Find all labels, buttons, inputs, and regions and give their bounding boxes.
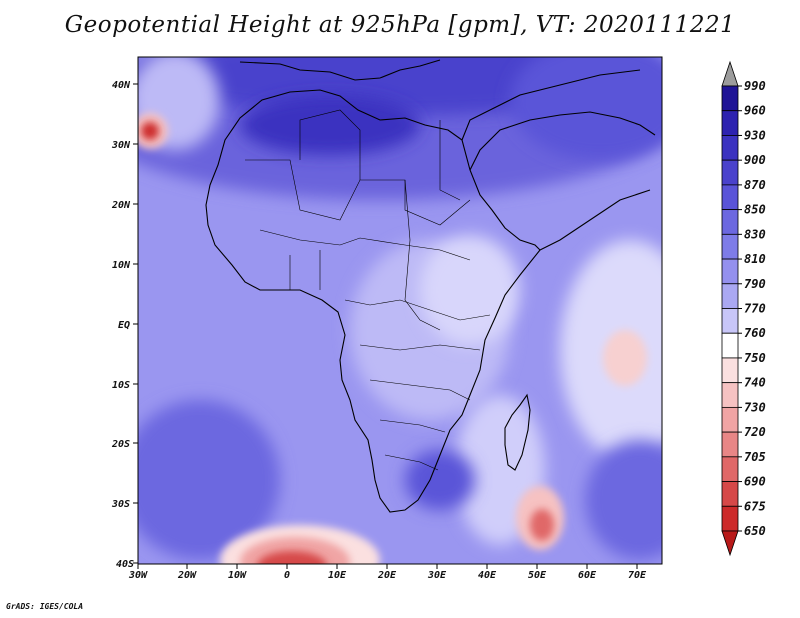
latitude-labels: 40N 30N 20N 10N EQ 10S 20S 30S 40S [111,80,134,570]
geopotential-field [138,57,662,564]
colorbar-level-label: 705 [744,450,766,464]
colorbar-min-arrow [721,530,739,557]
colorbar-level-label: 790 [744,277,766,291]
lat-label: 20S [111,439,130,450]
lon-label: 30E [427,570,447,581]
lon-label: 60E [578,570,597,581]
colorbar-swatch [721,357,739,384]
lon-label: 50E [528,570,547,581]
colorbar-swatch [721,159,739,186]
colorbar-level-label: 930 [744,128,766,142]
colorbar-swatch [721,184,739,211]
colorbar-level-label: 810 [744,252,766,266]
colorbar-swatch [721,233,739,260]
lat-label: 30N [111,140,131,151]
colorbar-swatch [721,481,739,507]
lat-label: 10S [112,380,130,391]
coastlines [205,59,656,513]
lon-label: 0 [284,570,290,581]
colorbar-swatch [721,209,739,235]
longitude-labels: 30W 20W 10W 0 10E 20E 30E 40E 50E 60E 70… [128,570,647,581]
lat-label: 40S [116,559,134,570]
colorbar-swatch [721,308,739,334]
colorbar-level-label: 690 [744,475,766,489]
colorbar-level-label: 960 [744,104,766,118]
colorbar [721,60,739,557]
colorbar-level-label: 740 [744,376,766,390]
lon-label: 40E [478,570,497,581]
colorbar-level-label: 900 [744,153,766,167]
lat-label: 10N [112,260,131,271]
lat-label: 30S [111,499,130,510]
lat-label: 40N [112,80,131,91]
colorbar-level-label: 830 [744,227,766,241]
country-borders [245,109,491,471]
colorbar-swatch [721,382,739,408]
colorbar-swatch [721,85,739,112]
grads-credit: GrADS: IGES/COLA [6,602,84,611]
map-title: Geopotential Height at 925hPa [gpm], VT:… [64,12,736,38]
colorbar-level-label: 730 [744,400,766,414]
colorbar-labels: 990 960 930 900 870 850 830 810 790 770 760 750 740 7… [738,79,766,538]
colorbar-level-label: 850 [744,203,766,217]
colorbar-level-label: 870 [744,178,766,192]
colorbar-max-arrow [721,60,739,87]
lat-label: EQ [118,320,130,331]
colorbar-level-label: 650 [744,524,766,538]
colorbar-swatch [721,456,739,482]
lon-label: 20E [377,570,397,581]
colorbar-level-label: 750 [744,351,766,365]
colorbar-swatch [721,110,739,136]
colorbar-swatch [721,332,739,359]
colorbar-swatch [721,505,739,532]
lat-label: 20N [111,200,131,211]
colorbar-swatch [721,431,739,458]
lon-label: 70E [628,570,647,581]
colorbar-swatch [721,406,739,433]
colorbar-level-label: 990 [744,79,766,93]
colorbar-level-label: 720 [744,425,766,439]
lon-label: 30W [128,570,148,581]
lon-label: 20W [177,570,197,581]
colorbar-level-label: 675 [744,499,766,513]
colorbar-swatch [721,258,739,285]
colorbar-level-label: 770 [744,302,766,316]
plot-frame [137,56,663,565]
colorbar-swatch [721,135,739,161]
axis-ticks [133,83,638,569]
lon-label: 10E [328,570,347,581]
colorbar-level-label: 760 [744,326,766,340]
colorbar-swatch [721,283,739,309]
lon-label: 10W [228,570,247,581]
